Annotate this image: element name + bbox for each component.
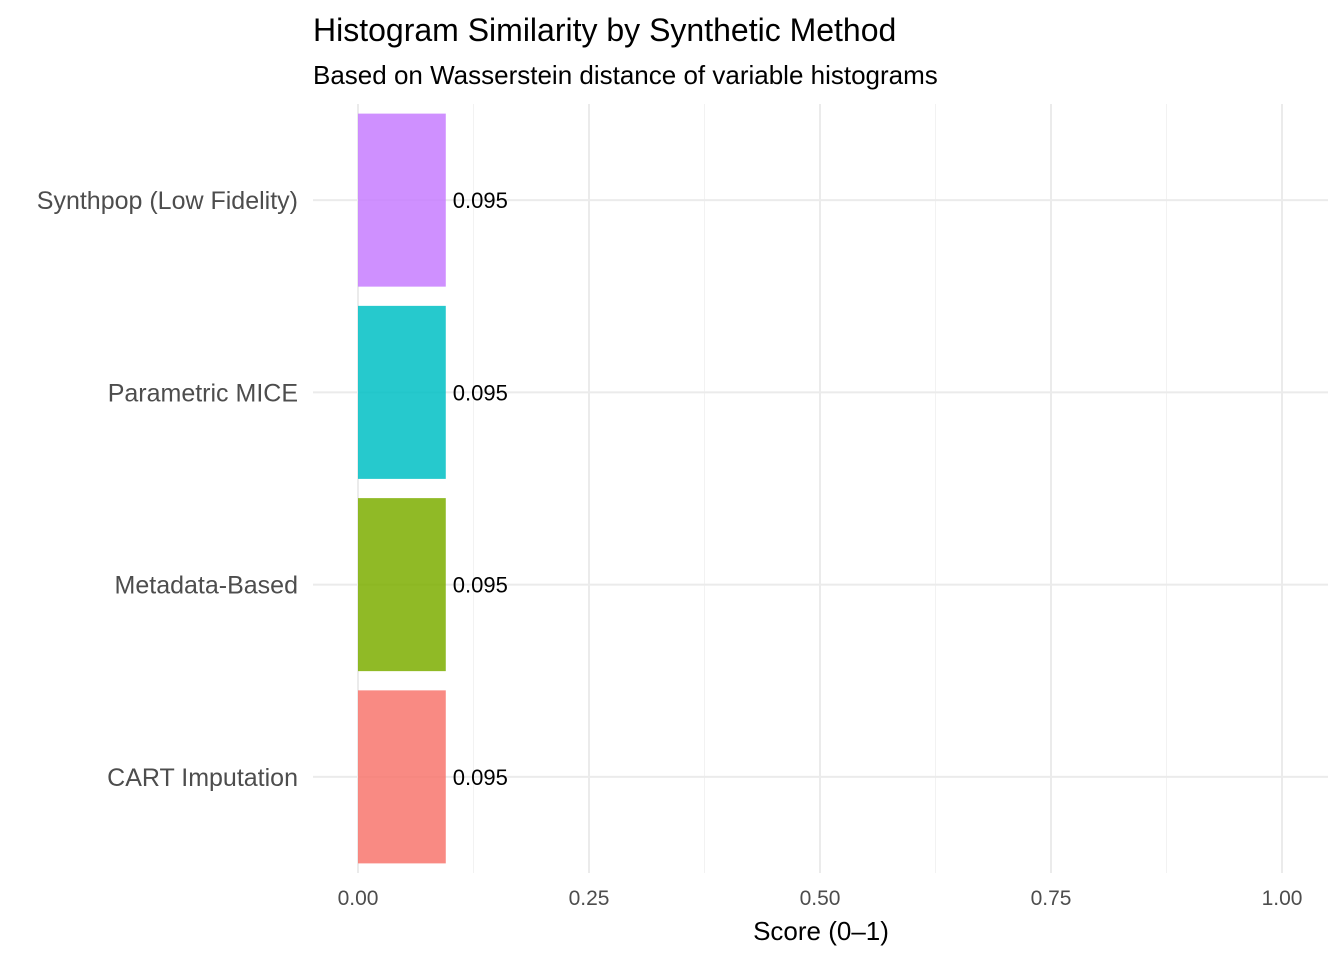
- y-axis-tick-labels: Synthpop (Low Fidelity) Parametric MICE Me…: [37, 187, 298, 792]
- bar: [358, 305, 446, 479]
- x-axis-label: Score (0–1): [753, 916, 889, 946]
- x-tick-label: 0.75: [1031, 887, 1072, 910]
- x-tick-label: 0.25: [569, 887, 610, 910]
- x-tick-label: 0.00: [338, 887, 379, 910]
- y-tick-label: Metadata-Based: [115, 572, 298, 600]
- bar-value-label: 0.095: [453, 380, 508, 405]
- bar-value-label: 0.095: [453, 573, 508, 598]
- chart-subtitle: Based on Wasserstein distance of variabl…: [313, 60, 938, 90]
- plot-grid: [313, 104, 1328, 873]
- x-tick-label: 0.50: [800, 887, 841, 910]
- y-tick-label: CART Imputation: [107, 764, 298, 792]
- bar-value-label: 0.095: [453, 188, 508, 213]
- bar: [358, 690, 446, 864]
- chart-title: Histogram Similarity by Synthetic Method: [313, 12, 896, 48]
- bar: [358, 113, 446, 287]
- bar: [358, 498, 446, 672]
- data-labels: 0.095 0.095 0.095 0.095: [453, 188, 508, 790]
- x-tick-label: 1.00: [1262, 887, 1303, 910]
- bar-value-label: 0.095: [453, 765, 508, 790]
- y-tick-label: Synthpop (Low Fidelity): [37, 187, 298, 215]
- x-axis-tick-labels: 0.00 0.25 0.50 0.75 1.00: [338, 887, 1303, 910]
- bars: [358, 113, 446, 864]
- y-tick-label: Parametric MICE: [108, 379, 298, 407]
